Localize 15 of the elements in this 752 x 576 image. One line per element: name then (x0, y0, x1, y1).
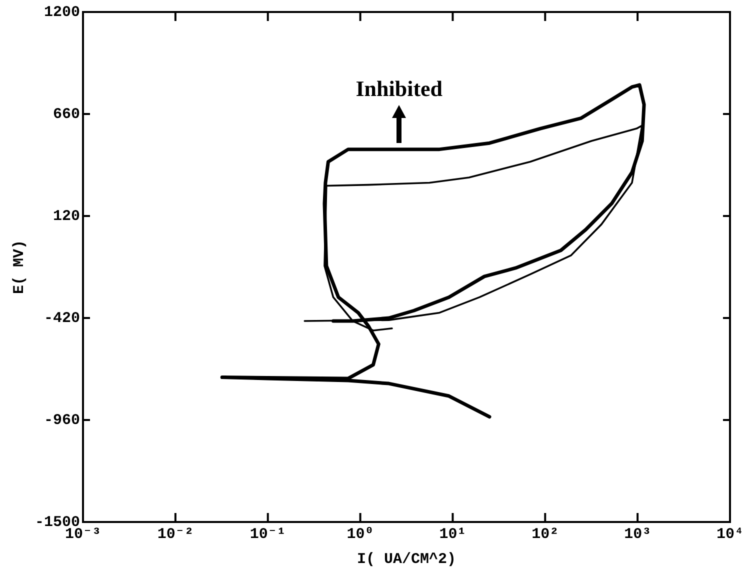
x-tick-label: 10⁻² (157, 526, 194, 543)
y-tick-label: 1200 (44, 4, 80, 21)
x-tick-label: 10³ (624, 526, 652, 543)
y-tick-label: -960 (44, 412, 80, 429)
x-tick-label: 10⁰ (346, 526, 374, 543)
x-tick-label: 10⁴ (716, 526, 744, 543)
y-tick-label: 660 (52, 106, 80, 123)
x-tick-label: 10⁻¹ (250, 526, 286, 543)
y-axis-title: E( MV) (10, 240, 28, 294)
x-tick-label: 10¹ (439, 526, 466, 543)
y-tick-label: -420 (44, 310, 80, 327)
y-tick-label: 120 (52, 208, 80, 225)
annotation: Inhibited (356, 76, 443, 102)
x-tick-label: 10² (532, 526, 559, 543)
x-axis-title: I( UA/CM^2) (356, 550, 456, 568)
